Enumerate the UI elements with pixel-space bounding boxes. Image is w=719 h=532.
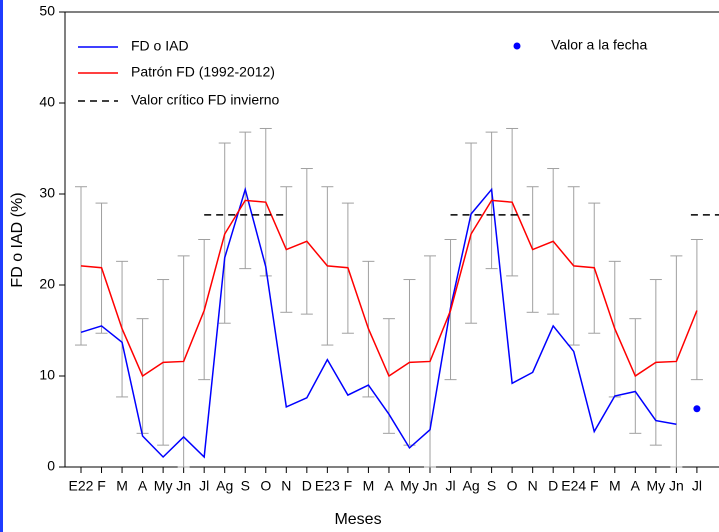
legend-label: Patrón FD (1992-2012): [131, 64, 275, 80]
x-tick-label: Ag: [463, 478, 480, 494]
x-tick-label: Jl: [445, 478, 455, 494]
y-tick-label: 40: [39, 94, 55, 110]
series-line: [80, 186, 677, 459]
x-tick-label: My: [647, 478, 666, 494]
error-bar: [690, 239, 703, 381]
x-tick-label: D: [302, 478, 312, 494]
x-axis-label: Meses: [334, 511, 381, 528]
x-tick-label: N: [528, 478, 538, 494]
x-tick-label: O: [260, 478, 271, 494]
y-axis-label: FD o IAD (%): [9, 192, 26, 287]
y-tick-label: 0: [47, 458, 55, 474]
x-tick-label: Ag: [216, 478, 233, 494]
x-tick-label: Jn: [669, 478, 684, 494]
y-tick-label: 20: [39, 276, 55, 292]
x-tick-label: Jl: [692, 478, 702, 494]
x-tick-label: My: [154, 478, 173, 494]
x-tick-label: A: [138, 478, 148, 494]
legend-marker: [513, 42, 521, 50]
y-tick-label: 10: [39, 367, 55, 383]
window-edge: [0, 0, 3, 532]
x-tick-label: S: [241, 478, 250, 494]
legend-label: FD o IAD: [131, 38, 189, 54]
x-tick-label: M: [609, 478, 621, 494]
x-tick-label: Jl: [199, 478, 209, 494]
x-tick-label: A: [384, 478, 394, 494]
legend-label: Valor crítico FD invierno: [131, 92, 280, 108]
x-tick-label: M: [363, 478, 375, 494]
x-tick-label: A: [631, 478, 641, 494]
x-tick-label: M: [116, 478, 128, 494]
x-tick-label: O: [507, 478, 518, 494]
legend-label: Valor a la fecha: [551, 37, 647, 53]
y-tick-label: 50: [39, 3, 55, 19]
x-tick-label: My: [400, 478, 419, 494]
x-tick-label: N: [281, 478, 291, 494]
x-tick-label: F: [590, 478, 599, 494]
x-tick-label: F: [344, 478, 353, 494]
marker: [693, 405, 701, 413]
x-tick-label: F: [97, 478, 106, 494]
y-tick-label: 30: [39, 185, 55, 201]
x-tick-label: Jn: [176, 478, 191, 494]
x-tick-label: E23: [315, 478, 340, 494]
x-tick-label: E24: [561, 478, 586, 494]
x-tick-label: E22: [69, 478, 94, 494]
x-tick-label: D: [548, 478, 558, 494]
series-line: [80, 199, 698, 378]
x-tick-label: Jn: [423, 478, 438, 494]
x-tick-label: S: [487, 478, 496, 494]
